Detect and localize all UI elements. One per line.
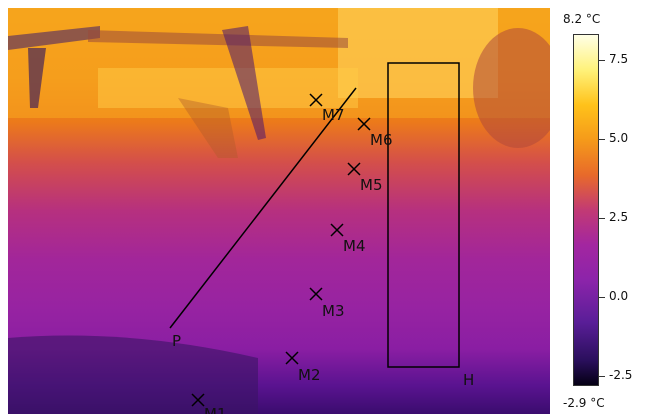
tick-mark [599,376,605,377]
marker-label-m3: M3 [322,302,345,320]
marker-m4-cross [330,223,344,237]
marker-label-m5: M5 [360,176,383,194]
color-bar [573,34,599,386]
temperature-scale: 8.2 °C 7.5 5.0 2.5 0.0 -2.5 -2.9 °C [563,0,653,414]
tick-label-5-0: 5.0 [609,131,629,145]
marker-label-m1: M1 [204,405,227,414]
marker-crosses [191,93,371,407]
scale-max-label: 8.2 °C [563,12,601,26]
thermal-scene [8,8,550,414]
marker-label-m2: M2 [298,366,321,384]
marker-m1-cross [191,393,205,407]
marker-m6-cross [357,117,371,131]
measure-box-h [387,62,460,368]
tick-label-0-0: 0.0 [609,289,629,303]
thermal-image: M7 M6 M5 M4 M3 M2 M1 P H [8,8,550,414]
tick-label-minus-2-5: -2.5 [609,368,633,382]
tick-mark [599,218,605,219]
tick-mark [599,139,605,140]
measure-line-p [169,87,357,329]
tick-mark [599,297,605,298]
scale-min-label: -2.9 °C [563,396,605,410]
marker-m2-cross [285,351,299,365]
tick-mark [599,60,605,61]
marker-m5-cross [347,162,361,176]
marker-m7-cross [309,93,323,107]
line-label-p: P [172,332,182,350]
marker-label-m6: M6 [370,131,393,149]
box-label-h: H [463,371,475,389]
tick-label-7-5: 7.5 [609,52,629,66]
marker-label-m4: M4 [343,237,366,255]
tick-label-2-5: 2.5 [609,210,629,224]
marker-label-m7: M7 [322,106,345,124]
marker-m3-cross [309,287,323,301]
